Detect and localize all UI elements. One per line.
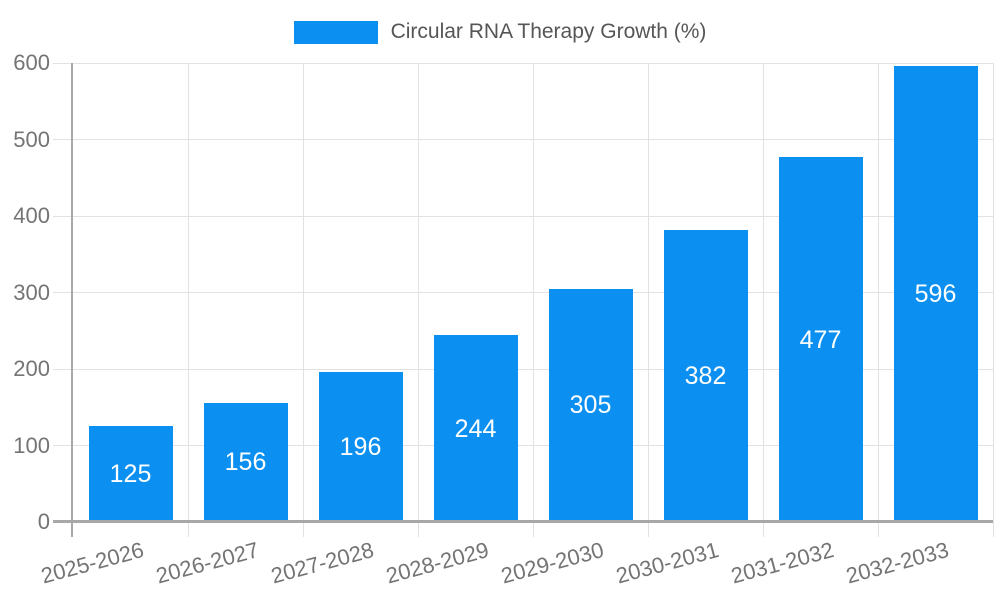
bar [548, 288, 633, 522]
gridline-vertical [187, 63, 189, 537]
x-tick-label: 2028-2029 [383, 537, 492, 589]
bar [778, 157, 863, 522]
gridline-horizontal [53, 139, 993, 140]
gridline-horizontal [53, 62, 993, 64]
bar [203, 402, 288, 522]
y-tick-label: 200 [13, 356, 50, 381]
legend-color-swatch [293, 20, 378, 44]
x-tick-label: 2031-2032 [728, 537, 837, 589]
bar-value-label: 596 [914, 280, 957, 309]
legend-series-label: Circular RNA Therapy Growth (%) [390, 20, 707, 43]
gridline-vertical [302, 63, 304, 537]
x-tick-label: 2029-2030 [498, 537, 607, 589]
y-axis-line [71, 63, 73, 537]
gridline-horizontal [53, 445, 993, 446]
gridline-horizontal [53, 215, 993, 217]
x-tick-label: 2027-2028 [268, 537, 377, 589]
x-tick-label: 2032-2033 [843, 537, 952, 589]
gridline-horizontal [53, 292, 993, 293]
y-tick-label: 300 [13, 279, 50, 305]
bar [88, 426, 173, 522]
bar-value-label: 196 [339, 433, 382, 462]
bar [663, 229, 748, 522]
bar-value-label: 305 [569, 391, 612, 420]
gridline-vertical [992, 63, 994, 537]
x-tick-label: 2030-2031 [613, 537, 722, 589]
bar [318, 372, 403, 522]
gridline-horizontal [53, 368, 993, 370]
bar-value-label: 244 [454, 414, 497, 443]
y-tick-label: 100 [13, 432, 50, 458]
bar-value-label: 382 [684, 361, 727, 390]
gridline-vertical [647, 63, 649, 537]
gridline-vertical [877, 63, 879, 537]
x-tick-label: 2026-2027 [153, 537, 262, 589]
gridline-vertical [532, 63, 534, 537]
bar-value-label: 125 [109, 460, 152, 489]
y-tick-label: 600 [13, 50, 50, 75]
y-tick-label: 500 [13, 126, 50, 152]
x-axis-line [53, 520, 993, 523]
x-tick-label: 2025-2026 [38, 537, 147, 589]
chart-legend[interactable]: Circular RNA Therapy Growth (%) [0, 17, 1000, 47]
bar-value-label: 156 [224, 448, 267, 477]
gridline-vertical [417, 63, 419, 537]
y-tick-label: 0 [37, 509, 50, 534]
gridline-vertical [762, 63, 764, 537]
y-tick-label: 400 [13, 203, 50, 228]
bar-value-label: 477 [799, 325, 842, 354]
bar [893, 66, 978, 522]
bar [433, 335, 518, 522]
